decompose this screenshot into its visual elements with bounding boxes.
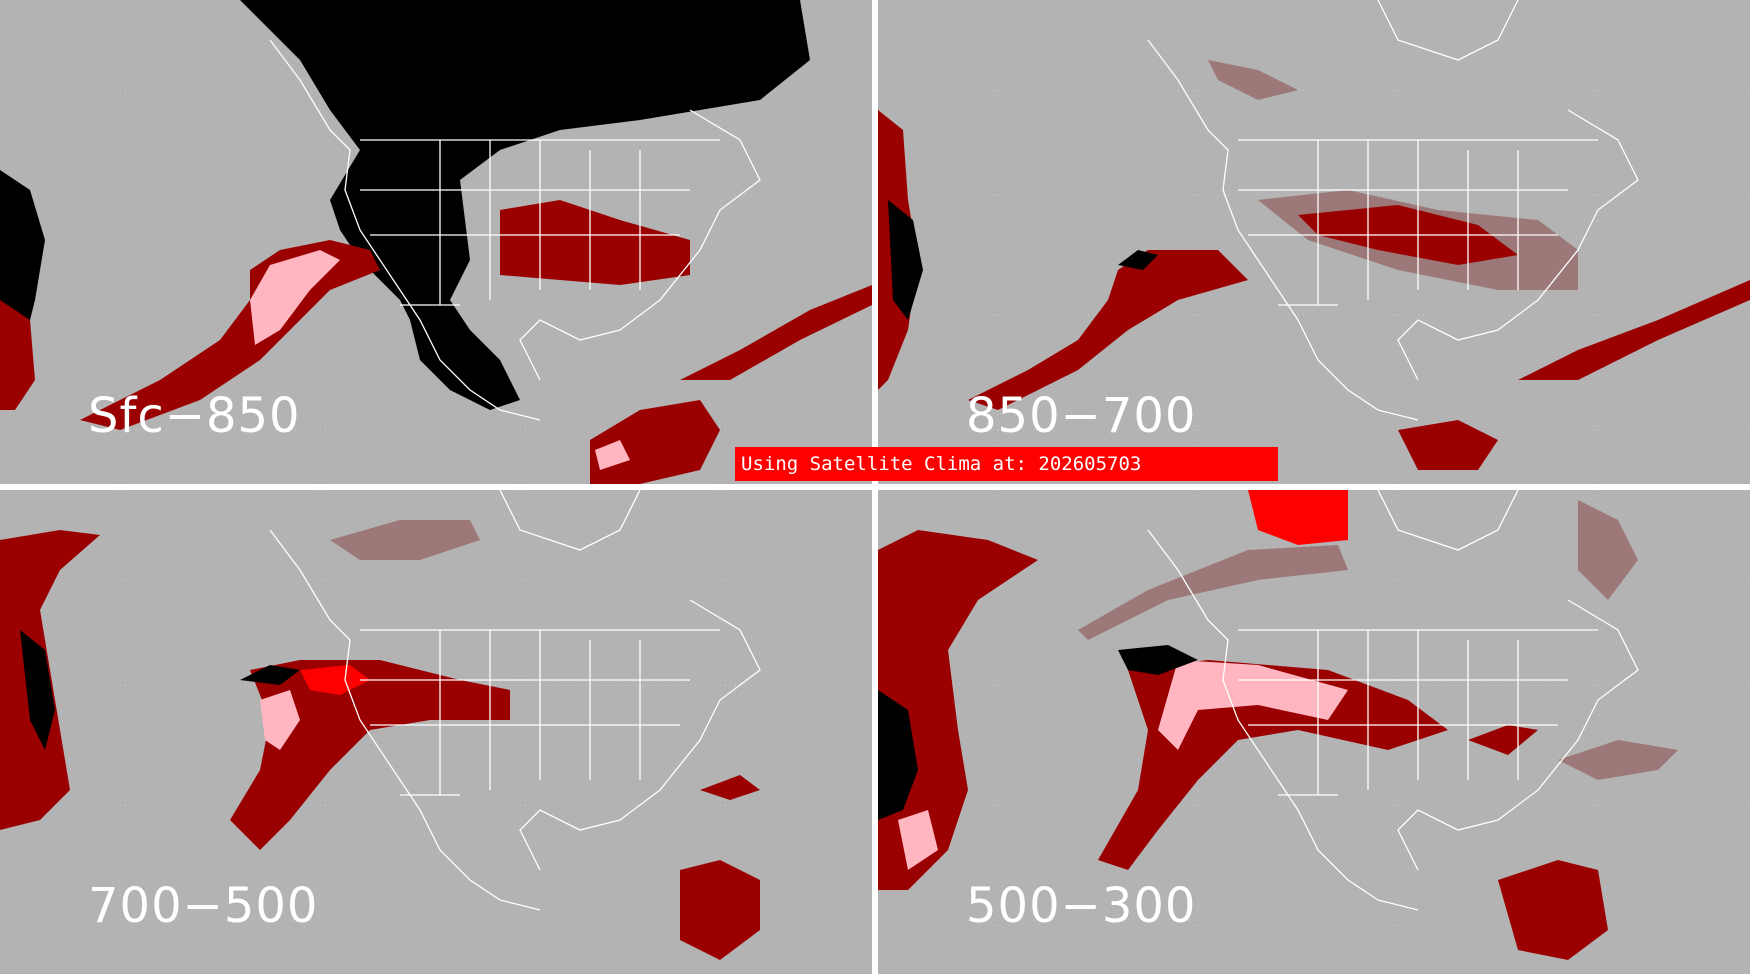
moisture-plume-southwest-pink <box>260 690 300 750</box>
moisture-band-atlantic <box>1518 280 1750 380</box>
layer-label: 850−700 <box>966 388 1197 444</box>
map-layer <box>0 0 872 484</box>
satellite-clima-banner: Using Satellite Clima at: 202605703 <box>735 447 1278 481</box>
moisture-caribbean <box>1498 860 1608 960</box>
moisture-plume-southwest <box>230 660 510 850</box>
panel-850-700: 850−700 <box>878 0 1750 484</box>
layer-label: 700−500 <box>88 878 319 934</box>
map-layer <box>878 0 1750 484</box>
map-layer <box>878 490 1750 974</box>
moisture-caribbean-core <box>595 440 630 470</box>
moisture-plume-southwest-pink <box>1158 660 1348 750</box>
moisture-plume-southwest-black <box>1118 645 1198 675</box>
panel-500-300: 500−300 <box>878 490 1750 974</box>
moisture-band-atlantic <box>680 285 872 380</box>
moisture-atlantic <box>1558 740 1678 780</box>
moisture-west-edge-black <box>20 630 55 750</box>
coastlines-and-borders <box>1147 0 1639 421</box>
moisture-band-central-us <box>500 200 690 285</box>
moisture-plume-southwest-core <box>300 665 370 695</box>
panel-700-500: 700−500 <box>0 490 872 974</box>
moisture-west-edge-black <box>888 200 923 320</box>
moisture-caribbean <box>590 400 720 484</box>
coastlines-and-borders <box>1147 490 1639 911</box>
moisture-jet-streak <box>1078 545 1348 640</box>
moisture-core-pacific <box>250 250 340 345</box>
moisture-plume-pacific <box>968 250 1248 410</box>
moisture-caribbean <box>1398 420 1498 470</box>
moisture-north-bright <box>1248 490 1348 545</box>
layer-label: Sfc−850 <box>88 388 301 444</box>
moisture-west-edge <box>878 530 1038 890</box>
moisture-west-edge-red <box>0 300 35 410</box>
moisture-north <box>330 520 480 560</box>
no-data-region <box>240 0 810 410</box>
moisture-northeast <box>1578 500 1638 600</box>
moisture-great-lakes <box>1468 725 1538 755</box>
moisture-plume-southwest-black <box>240 665 300 685</box>
moisture-caribbean-upper <box>700 775 760 800</box>
moisture-north <box>1208 60 1298 100</box>
lat-lon-grid <box>0 490 872 974</box>
moisture-plume-pacific-black <box>1118 250 1158 270</box>
moisture-west-edge-pink <box>898 810 938 870</box>
coastlines-and-borders <box>269 490 761 911</box>
map-layer <box>0 490 872 974</box>
panel-sfc-850: Sfc−850 <box>0 0 872 484</box>
lat-lon-grid <box>878 0 1750 484</box>
coastlines-and-borders <box>269 39 761 421</box>
layer-label: 500−300 <box>966 878 1197 934</box>
moisture-west-edge-black <box>878 690 918 820</box>
moisture-caribbean <box>680 860 760 960</box>
